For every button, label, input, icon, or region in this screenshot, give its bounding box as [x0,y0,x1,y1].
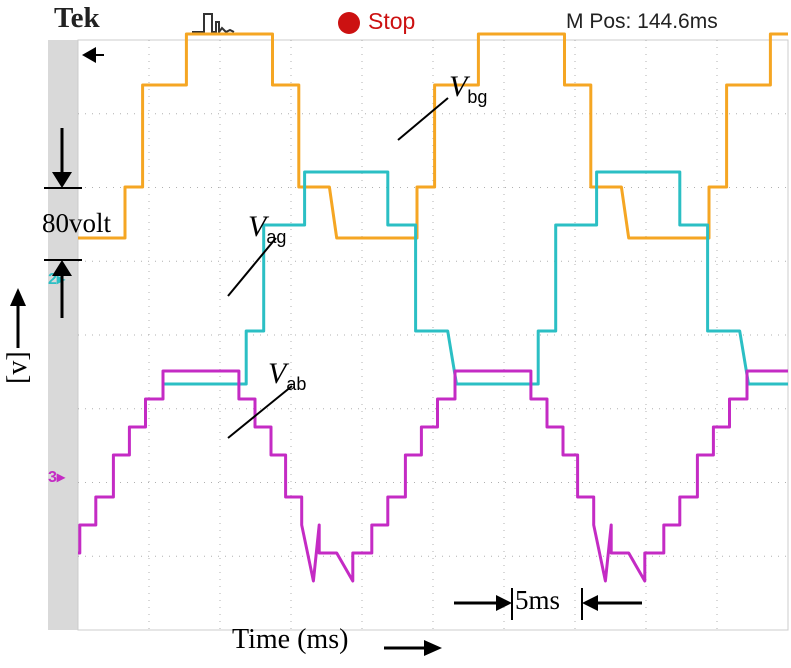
trace-vab [78,369,788,583]
channel-marker-3: 3▸ [48,469,66,486]
time-right-arrowhead [582,595,598,611]
brand-logo: Tek [54,2,100,34]
leader-vbg [397,97,449,141]
trace-vag [164,170,788,386]
y-axis-label: [v] [2,351,33,384]
position-cursor-icon [82,47,96,63]
pulse-trigger-icon [190,10,236,41]
position-readout: M Pos: 144.6ms [566,10,718,33]
time-scale-label: 5ms [515,585,561,615]
run-state-label: Stop [368,8,416,34]
annotations [10,47,642,656]
x-axis-label: Time (ms) [232,624,349,655]
time-left-arrowhead [496,595,512,611]
xlabel-arrowhead [424,640,442,656]
scale-top-arrowhead [52,172,72,188]
label-vag: Vag [248,210,287,247]
vertical-scale-label: 80volt [42,208,112,238]
ylabel-arrowhead [10,288,26,306]
stop-status-icon [338,12,360,34]
scale-bottom-arrowhead [52,260,72,276]
graticule-grid [78,40,788,630]
traces: 2▸3▸ [48,32,788,583]
label-vbg: Vbg [449,70,488,107]
label-vab: Vab [268,357,307,394]
leader-vag [227,237,277,297]
leader-vab [227,385,293,439]
trace-vbg [78,32,788,240]
